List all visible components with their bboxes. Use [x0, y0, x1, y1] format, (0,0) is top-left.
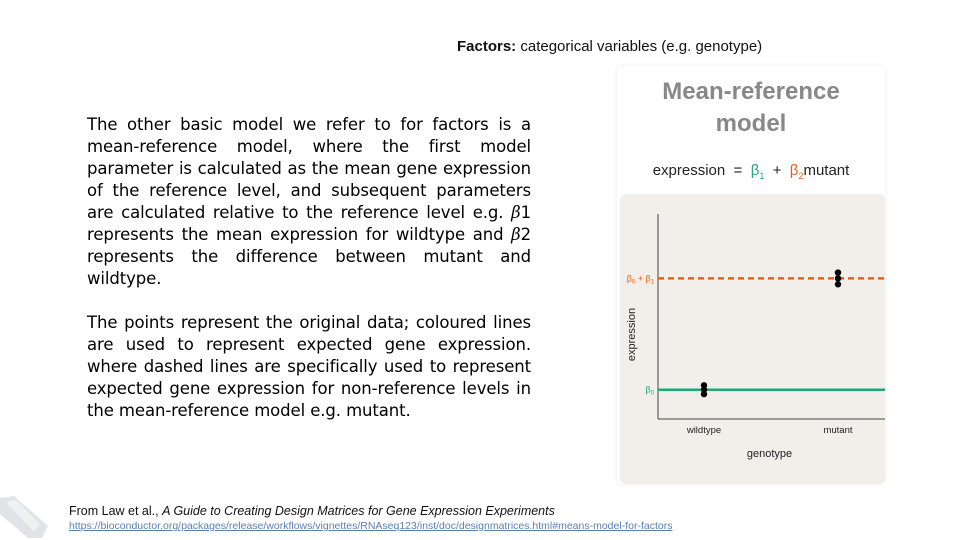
data-point-mutant-1	[834, 275, 842, 282]
model-line-label-1: β0 + β1	[627, 273, 655, 285]
equation-beta-2: β2	[789, 162, 804, 181]
p1-text-b: represents the mean expression for wildt…	[87, 225, 512, 244]
x-axis-label: genotype	[747, 448, 792, 460]
citation-title: A Guide to Creating Design Matrices for …	[162, 504, 555, 518]
logo-icon	[0, 496, 48, 538]
plot-panel: β0 β0 + β1 wildtype mutant genotype expressio…	[620, 194, 885, 484]
data-point-wildtype-2	[700, 390, 708, 398]
data-point-wildtype-0	[700, 382, 708, 389]
p1-beta-2-index: 2	[520, 225, 532, 244]
equation-lhs: expression	[652, 162, 726, 179]
model-line-label-0: β0	[645, 385, 654, 397]
header-bold-label: Factors:	[457, 38, 517, 55]
citation-prefix: From Law et al.,	[69, 504, 163, 518]
figure-title-line-2: model	[715, 110, 787, 137]
header-description: categorical variables (e.g. genotype)	[516, 38, 763, 55]
paragraph-2: The points represent the original data; …	[87, 313, 531, 420]
model-figure: Mean-reference model expression = β1 + β…	[617, 66, 885, 484]
p1-beta-1: β	[511, 203, 521, 222]
body-text: The other basic model we refer to for fa…	[87, 114, 531, 444]
p1-beta-2: β	[511, 225, 521, 244]
y-axis-label: expression	[626, 308, 638, 361]
citation: From Law et al., A Guide to Creating Des…	[69, 504, 555, 518]
citation-link[interactable]: https://bioconductor.org/packages/releas…	[69, 520, 673, 532]
equation-equals: =	[733, 162, 743, 179]
equation-beta-1: β1	[750, 162, 765, 181]
figure-title-line-1: Mean-reference	[662, 78, 840, 105]
p1-text-a: The other basic model we refer to for fa…	[87, 115, 531, 222]
scatter-plot: β0 β0 + β1 wildtype mutant genotype expressio…	[626, 214, 885, 460]
equation-plus: +	[772, 162, 782, 179]
data-point-mutant-2	[834, 281, 842, 288]
data-point-wildtype-1	[700, 386, 708, 393]
p1-beta-1-index: 1	[520, 203, 532, 222]
data-point-mutant-0	[834, 269, 842, 276]
p1-text-c: represents the difference between mutant…	[87, 247, 531, 288]
x-tick-label-mutant: mutant	[823, 425, 852, 436]
x-tick-label-wildtype: wildtype	[686, 425, 721, 436]
slide-header: Factors: categorical variables (e.g. gen…	[457, 38, 762, 55]
model-equation: expression = β1 + β2mutant	[617, 162, 885, 181]
figure-title: Mean-reference model	[617, 76, 885, 140]
paragraph-1: The other basic model we refer to for fa…	[87, 114, 531, 290]
equation-mutant: mutant	[803, 162, 850, 179]
